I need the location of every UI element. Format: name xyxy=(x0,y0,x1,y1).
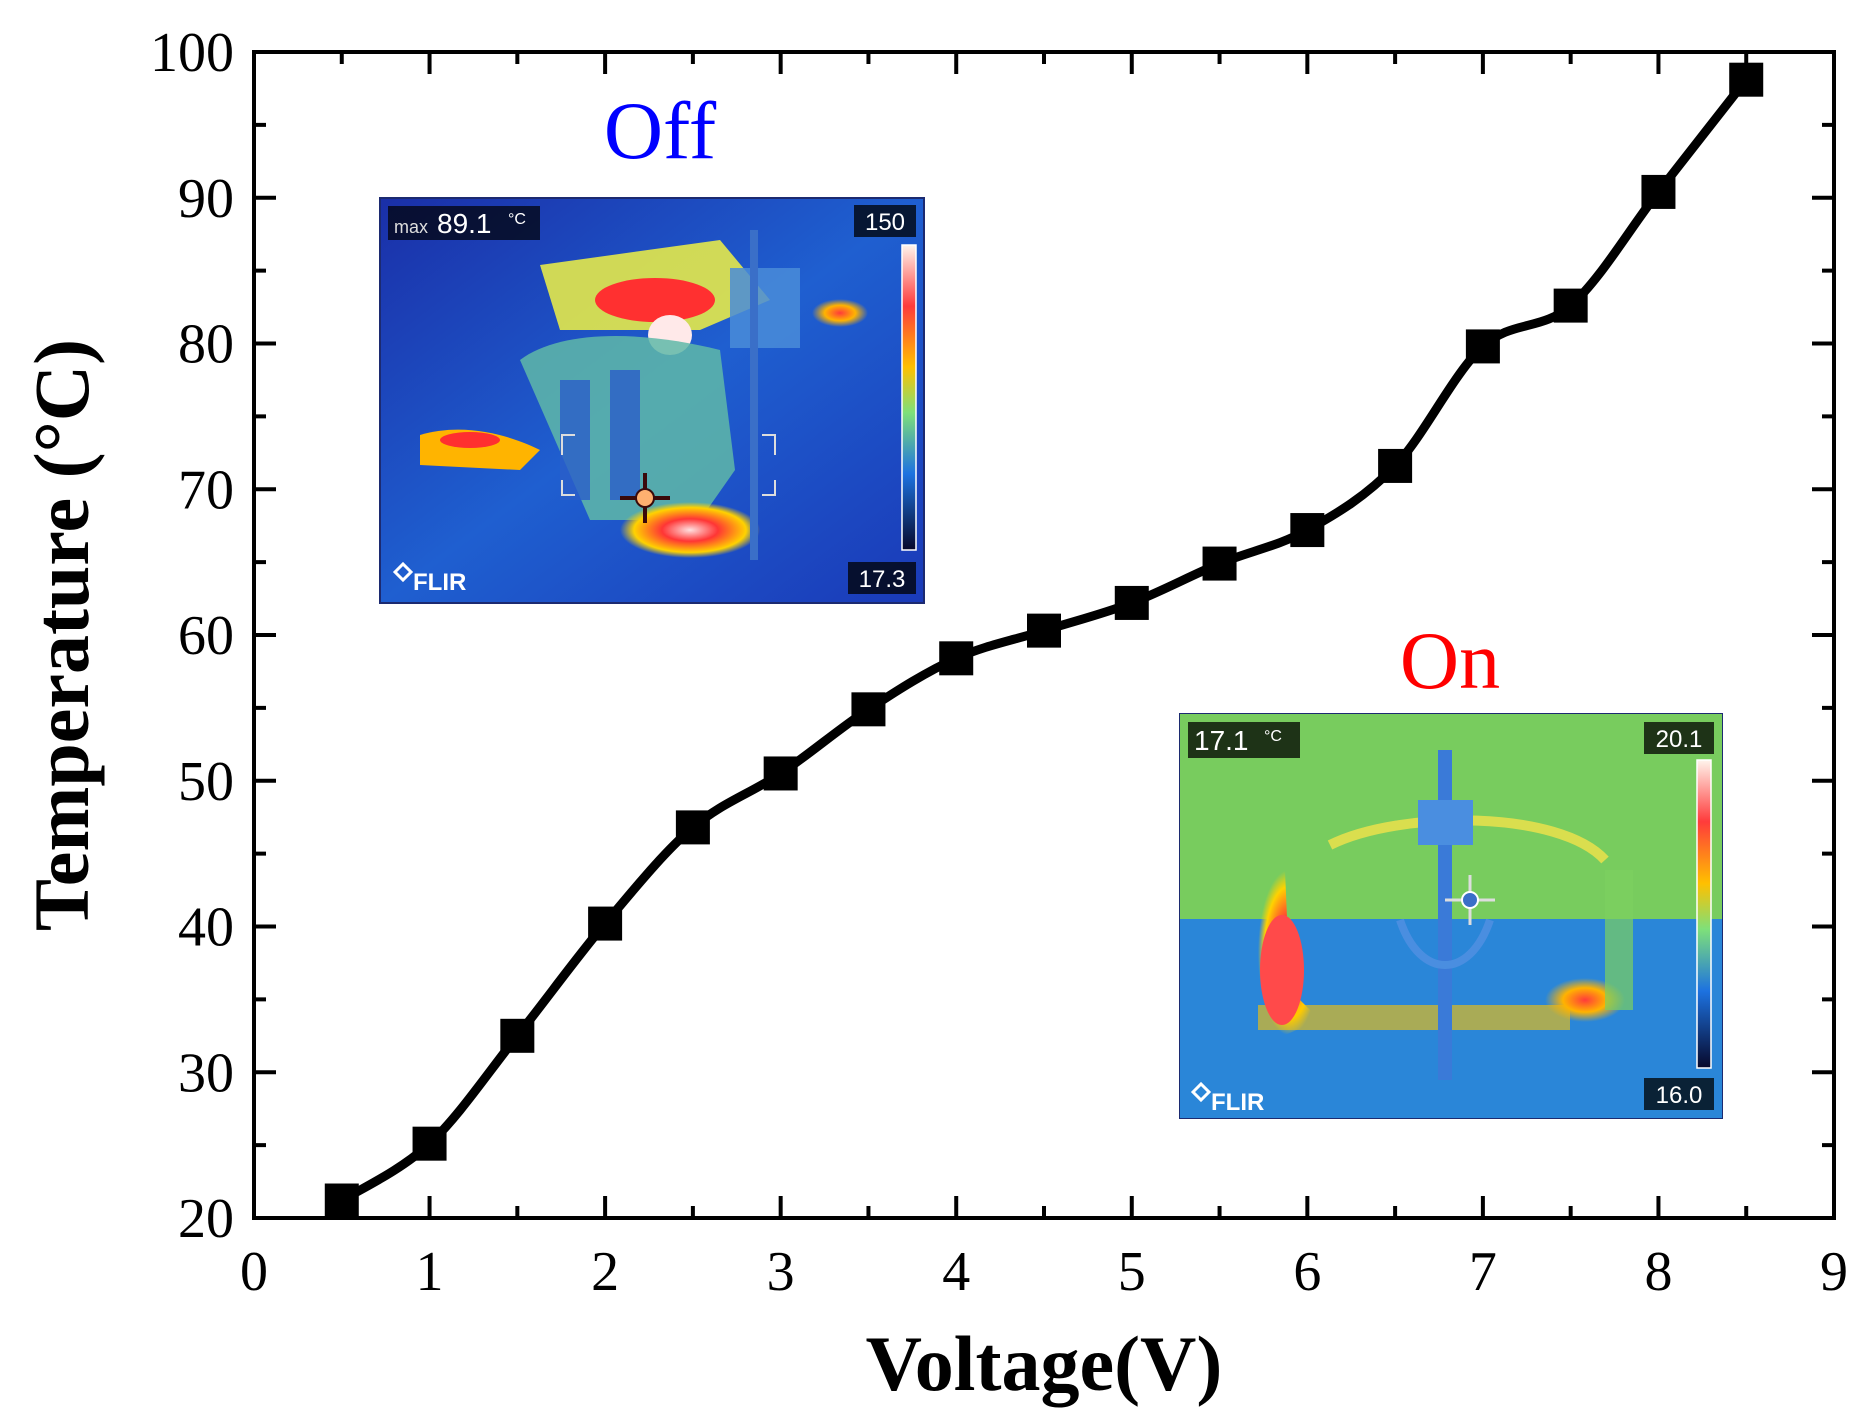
data-point-1.5 xyxy=(500,1018,535,1053)
x-tick-label: 3 xyxy=(767,1241,795,1303)
y-axis-tick-labels: 20 30 40 50 60 70 80 90 100 xyxy=(150,22,234,1250)
data-point-2.5 xyxy=(675,810,710,845)
data-point-8 xyxy=(1641,174,1676,209)
data-point-0.5 xyxy=(324,1183,359,1218)
y-tick-label: 70 xyxy=(178,459,234,521)
y-tick-label: 100 xyxy=(150,22,234,84)
data-point-6.5 xyxy=(1378,448,1413,483)
x-tick-label: 6 xyxy=(1293,1241,1321,1303)
inset-off-readout-value: 89.1 xyxy=(437,208,492,239)
x-tick-label: 8 xyxy=(1644,1241,1672,1303)
inset-on-readout-value: 17.1 xyxy=(1194,725,1249,756)
x-tick-label: 5 xyxy=(1118,1241,1146,1303)
data-point-4 xyxy=(939,641,974,676)
x-tick-label: 1 xyxy=(416,1241,444,1303)
x-tick-label: 2 xyxy=(591,1241,619,1303)
crosshair-icon xyxy=(1445,875,1495,925)
y-tick-label: 90 xyxy=(178,168,234,230)
flir-logo-icon: FLIR xyxy=(392,561,466,596)
data-point-1 xyxy=(412,1126,447,1161)
inset-off-scale-min: 17.3 xyxy=(859,566,906,593)
inset-on-thermal-image: On 17.1 °C 20.1 16.0 FLIR xyxy=(1179,615,1723,1119)
x-tick-label: 7 xyxy=(1469,1241,1497,1303)
y-tick-label: 30 xyxy=(178,1042,234,1104)
inset-off-scale-max: 150 xyxy=(865,209,905,236)
y-axis-ticks xyxy=(254,50,1834,1220)
inset-off-title: Off xyxy=(604,85,717,176)
data-point-6 xyxy=(1290,513,1325,548)
data-point-7 xyxy=(1465,329,1500,364)
x-tick-label: 9 xyxy=(1820,1241,1848,1303)
x-axis-ticks xyxy=(252,52,1836,1218)
inset-on-readout-unit: °C xyxy=(1264,728,1282,745)
x-tick-label: 4 xyxy=(942,1241,970,1303)
series-markers xyxy=(324,62,1764,1218)
svg-text:FLIR: FLIR xyxy=(413,569,466,596)
inset-off-readout-prefix: max xyxy=(394,217,428,237)
flir-logo-icon: FLIR xyxy=(1190,1081,1264,1116)
svg-text:FLIR: FLIR xyxy=(1211,1089,1264,1116)
x-axis-tick-labels: 0 1 2 3 4 5 6 7 8 9 xyxy=(240,1241,1848,1303)
data-point-2 xyxy=(588,906,623,941)
data-point-5.5 xyxy=(1202,546,1237,581)
data-point-3 xyxy=(763,756,798,791)
data-point-4.5 xyxy=(1027,613,1061,648)
data-point-3.5 xyxy=(851,692,886,727)
x-tick-label: 0 xyxy=(240,1241,268,1303)
inset-on-title: On xyxy=(1400,615,1500,706)
inset-off-color-scale xyxy=(901,244,917,551)
inset-on-scale-min: 16.0 xyxy=(1656,1082,1703,1109)
y-tick-label: 80 xyxy=(178,314,234,376)
x-axis-title: Voltage(V) xyxy=(866,1320,1223,1407)
y-tick-label: 50 xyxy=(178,751,234,813)
inset-off-thermal-image: Off max 89.1 °C 150 17.3 xyxy=(379,85,925,604)
y-axis-title: Temperature (°C) xyxy=(18,339,105,931)
y-tick-label: 20 xyxy=(178,1188,234,1250)
data-point-8.5 xyxy=(1729,62,1764,97)
inset-off-readout-unit: °C xyxy=(508,211,526,228)
y-tick-label: 40 xyxy=(178,897,234,959)
data-point-7.5 xyxy=(1553,288,1588,323)
inset-on-scale-max: 20.1 xyxy=(1656,726,1703,753)
inset-on-color-scale xyxy=(1696,759,1712,1069)
crosshair-icon xyxy=(620,473,670,523)
y-tick-label: 60 xyxy=(178,605,234,667)
data-point-5 xyxy=(1114,585,1149,620)
